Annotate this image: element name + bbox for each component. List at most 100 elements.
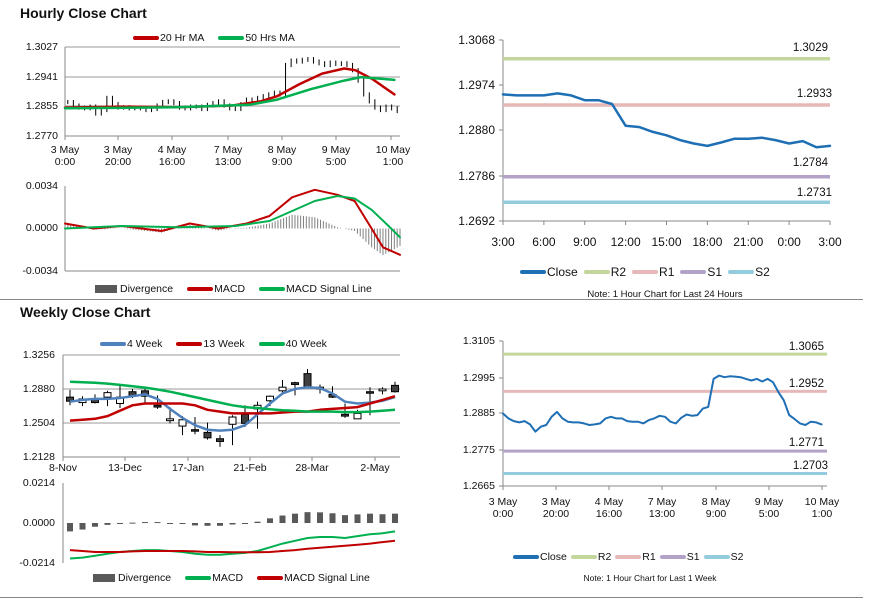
close-line	[501, 92, 832, 149]
legend-swatch	[615, 555, 642, 559]
macd-y-tick: 0.0000	[25, 222, 58, 234]
legend-swatch	[728, 270, 755, 274]
legend-r1: R1	[632, 265, 674, 279]
legend-swatch	[703, 555, 730, 559]
divergence-bar	[104, 523, 111, 525]
x-tick: 9 May 5:00	[754, 496, 784, 520]
legend-divergence: Divergence	[95, 283, 173, 295]
y-tick: 1.2880	[22, 383, 55, 395]
legend-13-week: 13 Week	[176, 338, 245, 350]
level-label-r1: 1.2933	[796, 88, 832, 100]
macd-signal-line	[69, 539, 396, 554]
legend-40-week: 40 Week	[258, 338, 327, 350]
legend-label: 40 Week	[285, 338, 327, 350]
divergence-bar	[267, 518, 273, 523]
x-tick: 2-May	[360, 462, 390, 474]
candle-body	[216, 438, 224, 442]
macd-line	[64, 188, 401, 256]
legend-swatch	[520, 270, 546, 274]
y-tick: 1.2786	[458, 169, 495, 183]
y-tick: 1.2770	[25, 130, 58, 142]
legend-label: R2	[610, 265, 627, 279]
candle-body	[341, 413, 349, 417]
candle-body	[203, 431, 212, 439]
divergence-bar	[167, 523, 173, 524]
divergence-bar	[192, 523, 198, 526]
y-tick: 1.2128	[22, 451, 55, 463]
x-tick: 17-Jan	[171, 462, 205, 474]
x-tick: 10 May 1:00	[804, 496, 840, 520]
divergence-bar	[129, 522, 136, 524]
legend-close: Close	[513, 551, 567, 563]
divergence-bar	[342, 515, 348, 523]
legend-swatch	[176, 342, 203, 346]
hourly-macd-legend: Divergence MACD MACD Signal Line	[95, 283, 372, 295]
legend-swatch	[570, 555, 597, 559]
candle-body	[191, 429, 199, 432]
ma-20hr-line	[63, 67, 396, 109]
legend-label: Divergence	[118, 572, 172, 584]
candle-body	[103, 392, 112, 398]
legend-swatch	[680, 270, 707, 274]
divergence-bar	[79, 523, 86, 530]
divergence-bar	[154, 522, 161, 524]
divergence-bar	[179, 523, 186, 524]
legend-s1: S1	[659, 551, 700, 563]
level-label-s2: 1.2731	[796, 187, 832, 199]
hourly-chart-title: Hourly Close Chart	[20, 5, 147, 21]
y-tick: 1.2974	[458, 78, 495, 92]
x-tick: 3 May 0:00	[488, 496, 518, 520]
divergence-bar	[204, 523, 211, 526]
y-tick: 1.2855	[25, 100, 58, 112]
ma-4-week-line	[69, 385, 396, 432]
divergence-bar	[367, 513, 373, 523]
macd-signal-line	[64, 195, 401, 239]
legend-label: R1	[659, 265, 675, 279]
divergence-bar	[242, 523, 248, 524]
legend-label: 20 Hr MA	[160, 32, 205, 44]
y-tick: 1.2692	[458, 214, 495, 228]
divergence-bar	[329, 513, 336, 523]
legend-label: MACD Signal Line	[284, 572, 370, 584]
divergence-bar	[92, 523, 98, 527]
ma-13-week-line	[69, 395, 396, 422]
x-tick: 12:00	[610, 235, 641, 249]
divergence-bar	[254, 521, 261, 523]
x-tick: 3 May 20:00	[541, 496, 571, 520]
legend-swatch	[95, 285, 117, 293]
legend-macd-signal: MACD Signal Line	[259, 283, 372, 295]
y-tick: 1.2665	[462, 480, 495, 492]
x-tick: 13-Dec	[108, 462, 142, 474]
legend-label: S1	[707, 265, 723, 279]
divergence-bar	[67, 523, 73, 532]
legend-20hr-ma: 20 Hr MA	[133, 32, 204, 44]
candle-body	[291, 382, 299, 385]
macd-y-tick: 0.0034	[25, 180, 58, 192]
level-label-s1: 1.2784	[792, 157, 828, 169]
candle-body	[353, 412, 362, 420]
x-tick: 9:00	[573, 235, 597, 249]
weekly-macd-legend: Divergence MACD MACD Signal Line	[93, 572, 370, 584]
y-tick: 1.2885	[462, 407, 495, 419]
x-tick: 4 May 16:00	[594, 496, 624, 520]
legend-swatch	[133, 36, 159, 40]
legend-swatch	[659, 555, 686, 559]
x-tick: 6:00	[532, 235, 556, 249]
macd-y-tick: -0.0034	[22, 265, 58, 277]
x-tick: 8 May 9:00	[267, 144, 297, 168]
x-tick: 10 May 1:00	[375, 144, 411, 168]
legend-label: MACD Signal Line	[286, 283, 372, 295]
level-label-r1: 1.2952	[788, 378, 824, 390]
x-tick: 8 May 9:00	[701, 496, 731, 520]
legend-divergence: Divergence	[93, 572, 171, 584]
ma-40-week-line	[69, 380, 396, 414]
legend-close: Close	[520, 265, 578, 279]
legend-50hrs-ma: 50 Hrs MA	[218, 32, 295, 44]
legend-swatch	[632, 270, 659, 274]
y-tick: 1.3105	[462, 335, 495, 347]
candle-body	[278, 386, 287, 392]
y-tick: 1.3027	[25, 41, 58, 53]
legend-s1: S1	[680, 265, 722, 279]
legend-label: MACD	[212, 572, 244, 584]
legend-label: Close	[540, 551, 567, 563]
